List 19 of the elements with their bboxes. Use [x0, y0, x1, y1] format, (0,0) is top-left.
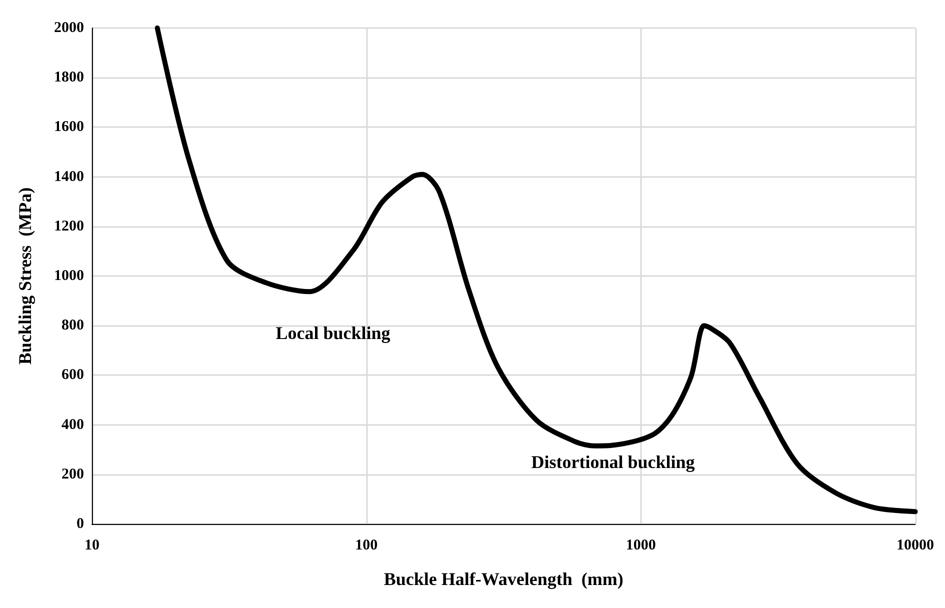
y-tick-label: 1400 [54, 168, 84, 185]
y-tick-label: 600 [62, 367, 84, 384]
y-tick-label: 1000 [54, 268, 84, 284]
y-tick-label: 1600 [54, 119, 84, 136]
y-tick-label: 1200 [54, 218, 84, 234]
y-axis-title: Buckling Stress (MPa) [15, 187, 35, 365]
y-tick-label: 200 [62, 466, 84, 482]
y-tick-label: 400 [62, 416, 84, 433]
x-tick-label: 10 [84, 538, 100, 554]
x-axis-title: Buckle Half-Wavelength (mm) [384, 569, 624, 589]
x-tick-label: 10000 [896, 538, 934, 554]
annotation: Local buckling [276, 323, 390, 343]
y-tick-label: 0 [76, 516, 84, 532]
x-tick-label: 1000 [626, 538, 656, 554]
y-tick-label: 1800 [54, 70, 84, 86]
y-tick-label: 2000 [54, 20, 84, 36]
annotation: Distortional buckling [531, 452, 695, 472]
y-tick-label: 800 [62, 318, 84, 334]
x-tick-label: 100 [355, 538, 378, 554]
